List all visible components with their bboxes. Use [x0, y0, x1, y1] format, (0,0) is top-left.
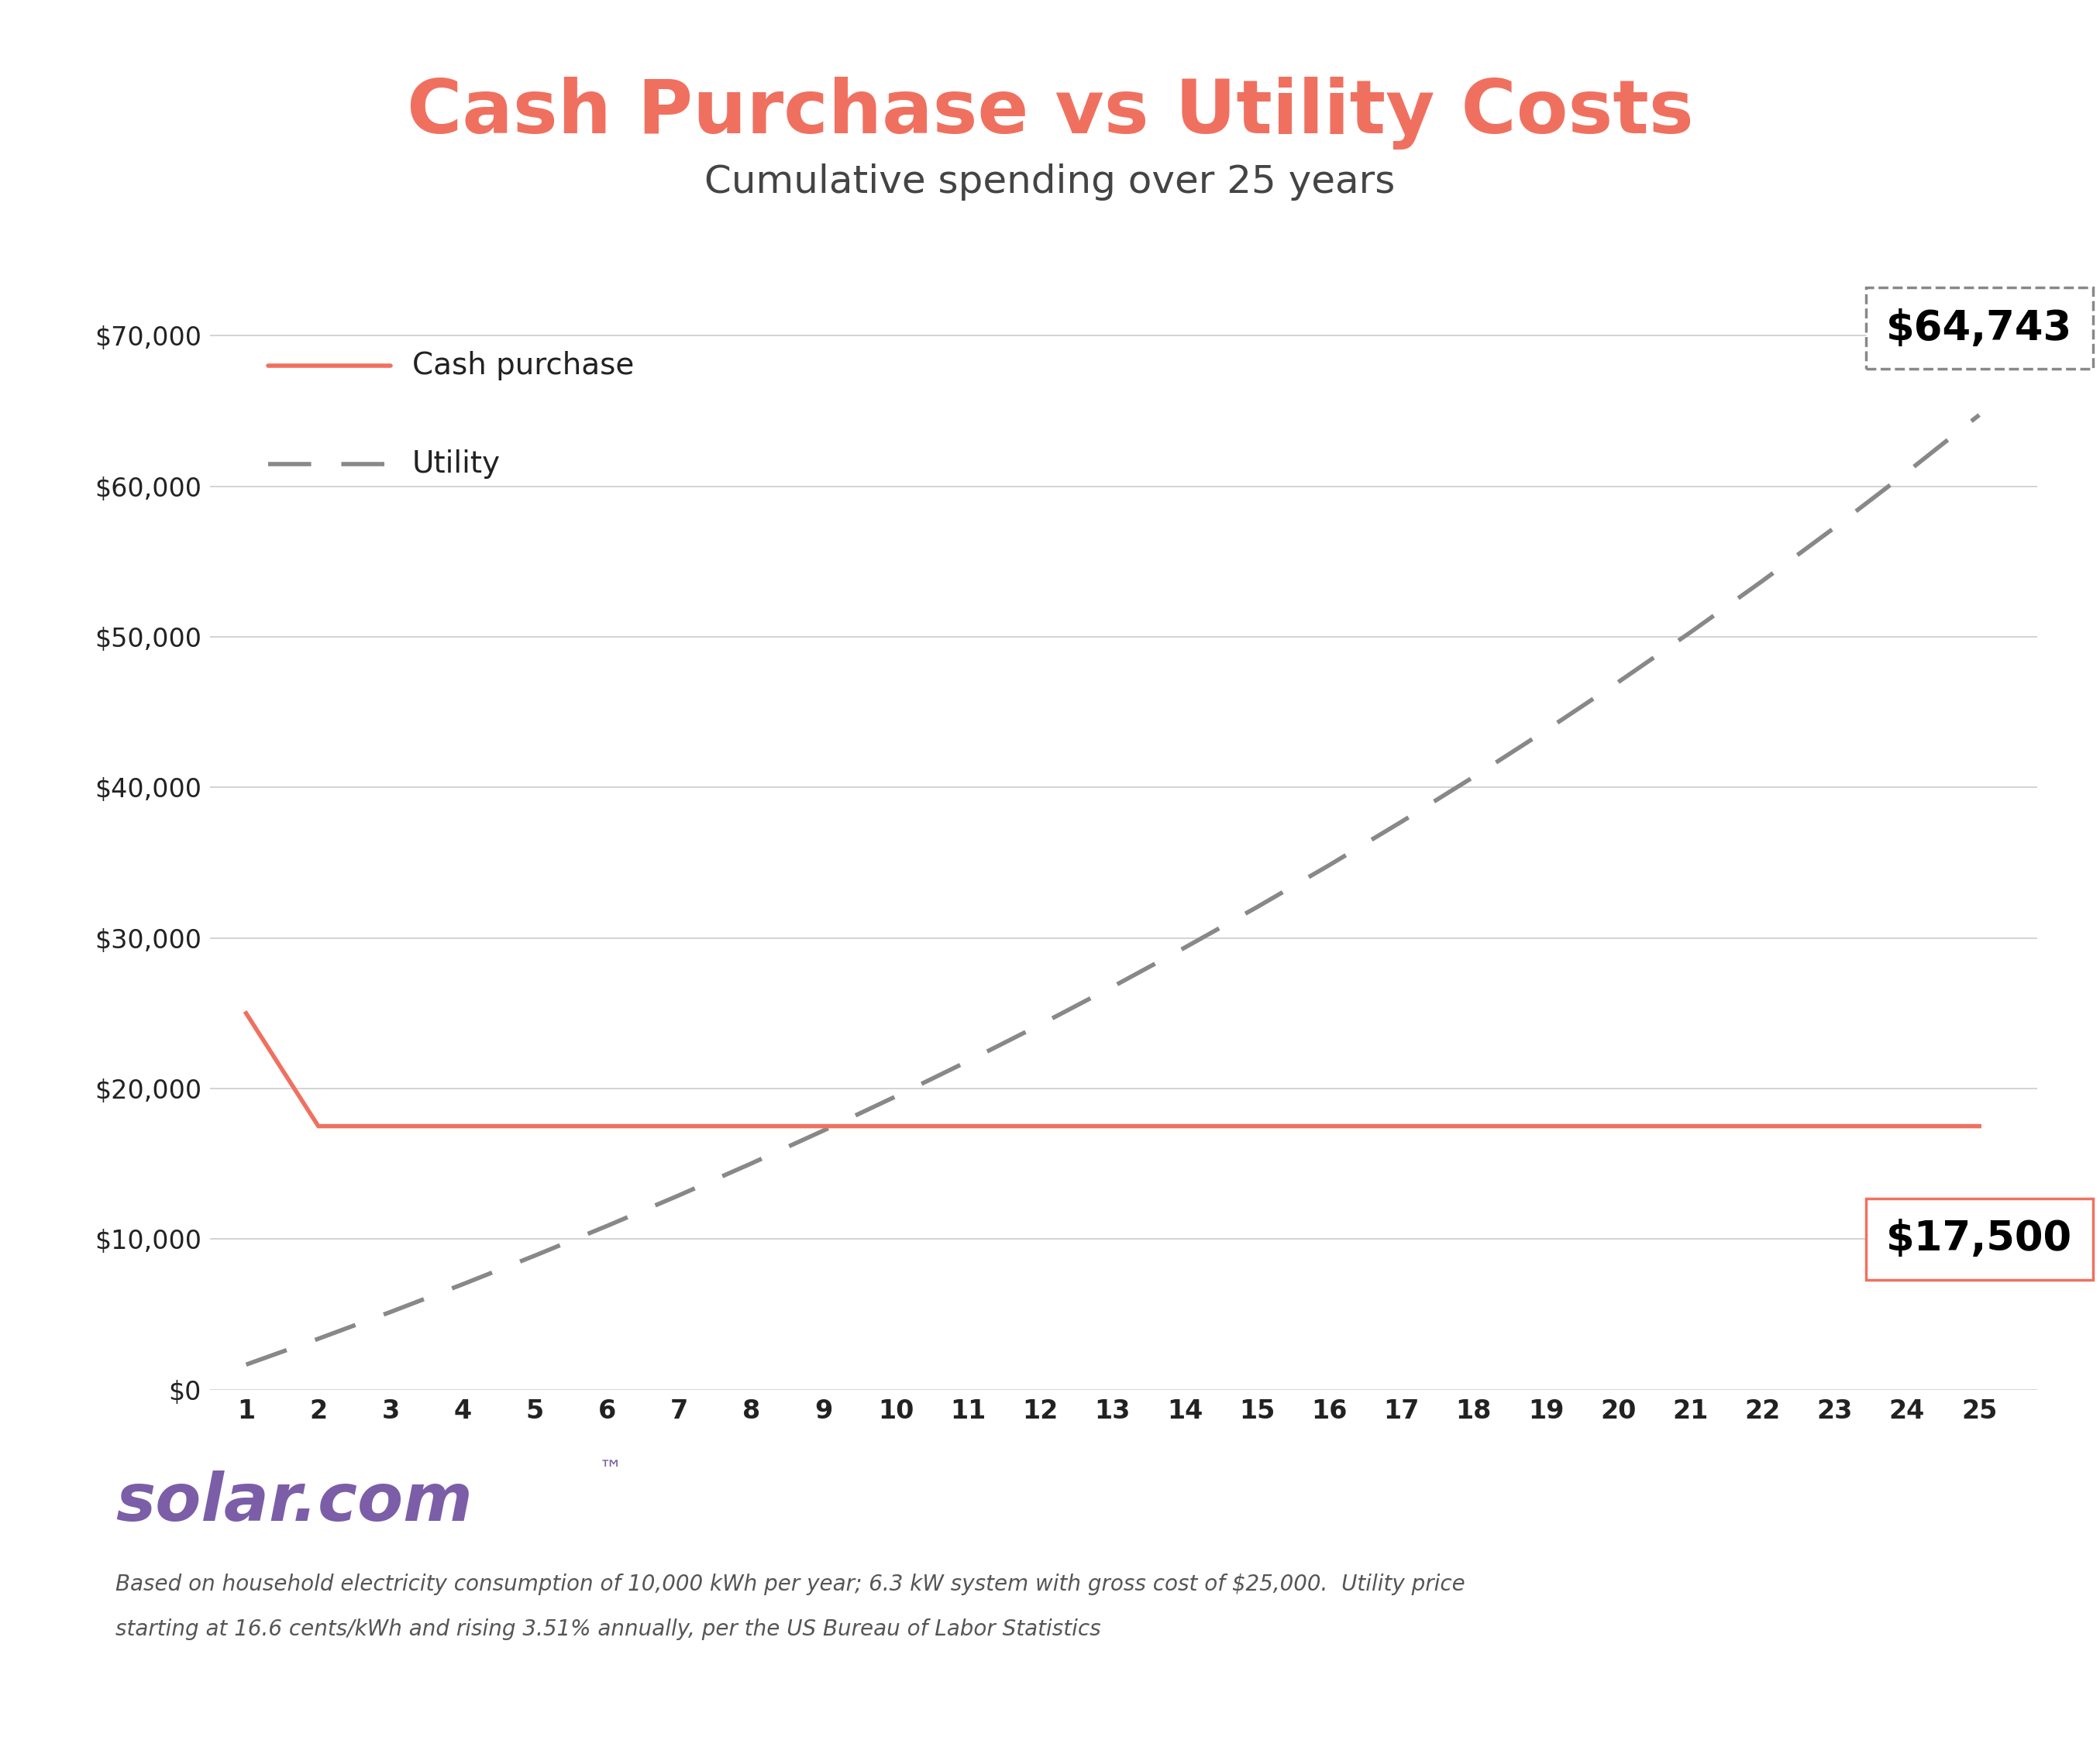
Text: Based on household electricity consumption of 10,000 kWh per year; 6.3 kW system: Based on household electricity consumpti… [116, 1574, 1466, 1595]
Text: solar.com: solar.com [116, 1470, 473, 1536]
Text: Cumulative spending over 25 years: Cumulative spending over 25 years [706, 163, 1394, 201]
Text: starting at 16.6 cents/kWh and rising 3.51% annually, per the US Bureau of Labor: starting at 16.6 cents/kWh and rising 3.… [116, 1619, 1100, 1640]
Text: Utility: Utility [412, 450, 500, 478]
Text: $64,743: $64,743 [1886, 307, 2073, 349]
Text: Cash purchase: Cash purchase [412, 351, 634, 380]
Text: ™: ™ [598, 1461, 622, 1482]
Text: Cash Purchase vs Utility Costs: Cash Purchase vs Utility Costs [407, 76, 1693, 149]
Text: $17,500: $17,500 [1886, 1219, 2073, 1259]
